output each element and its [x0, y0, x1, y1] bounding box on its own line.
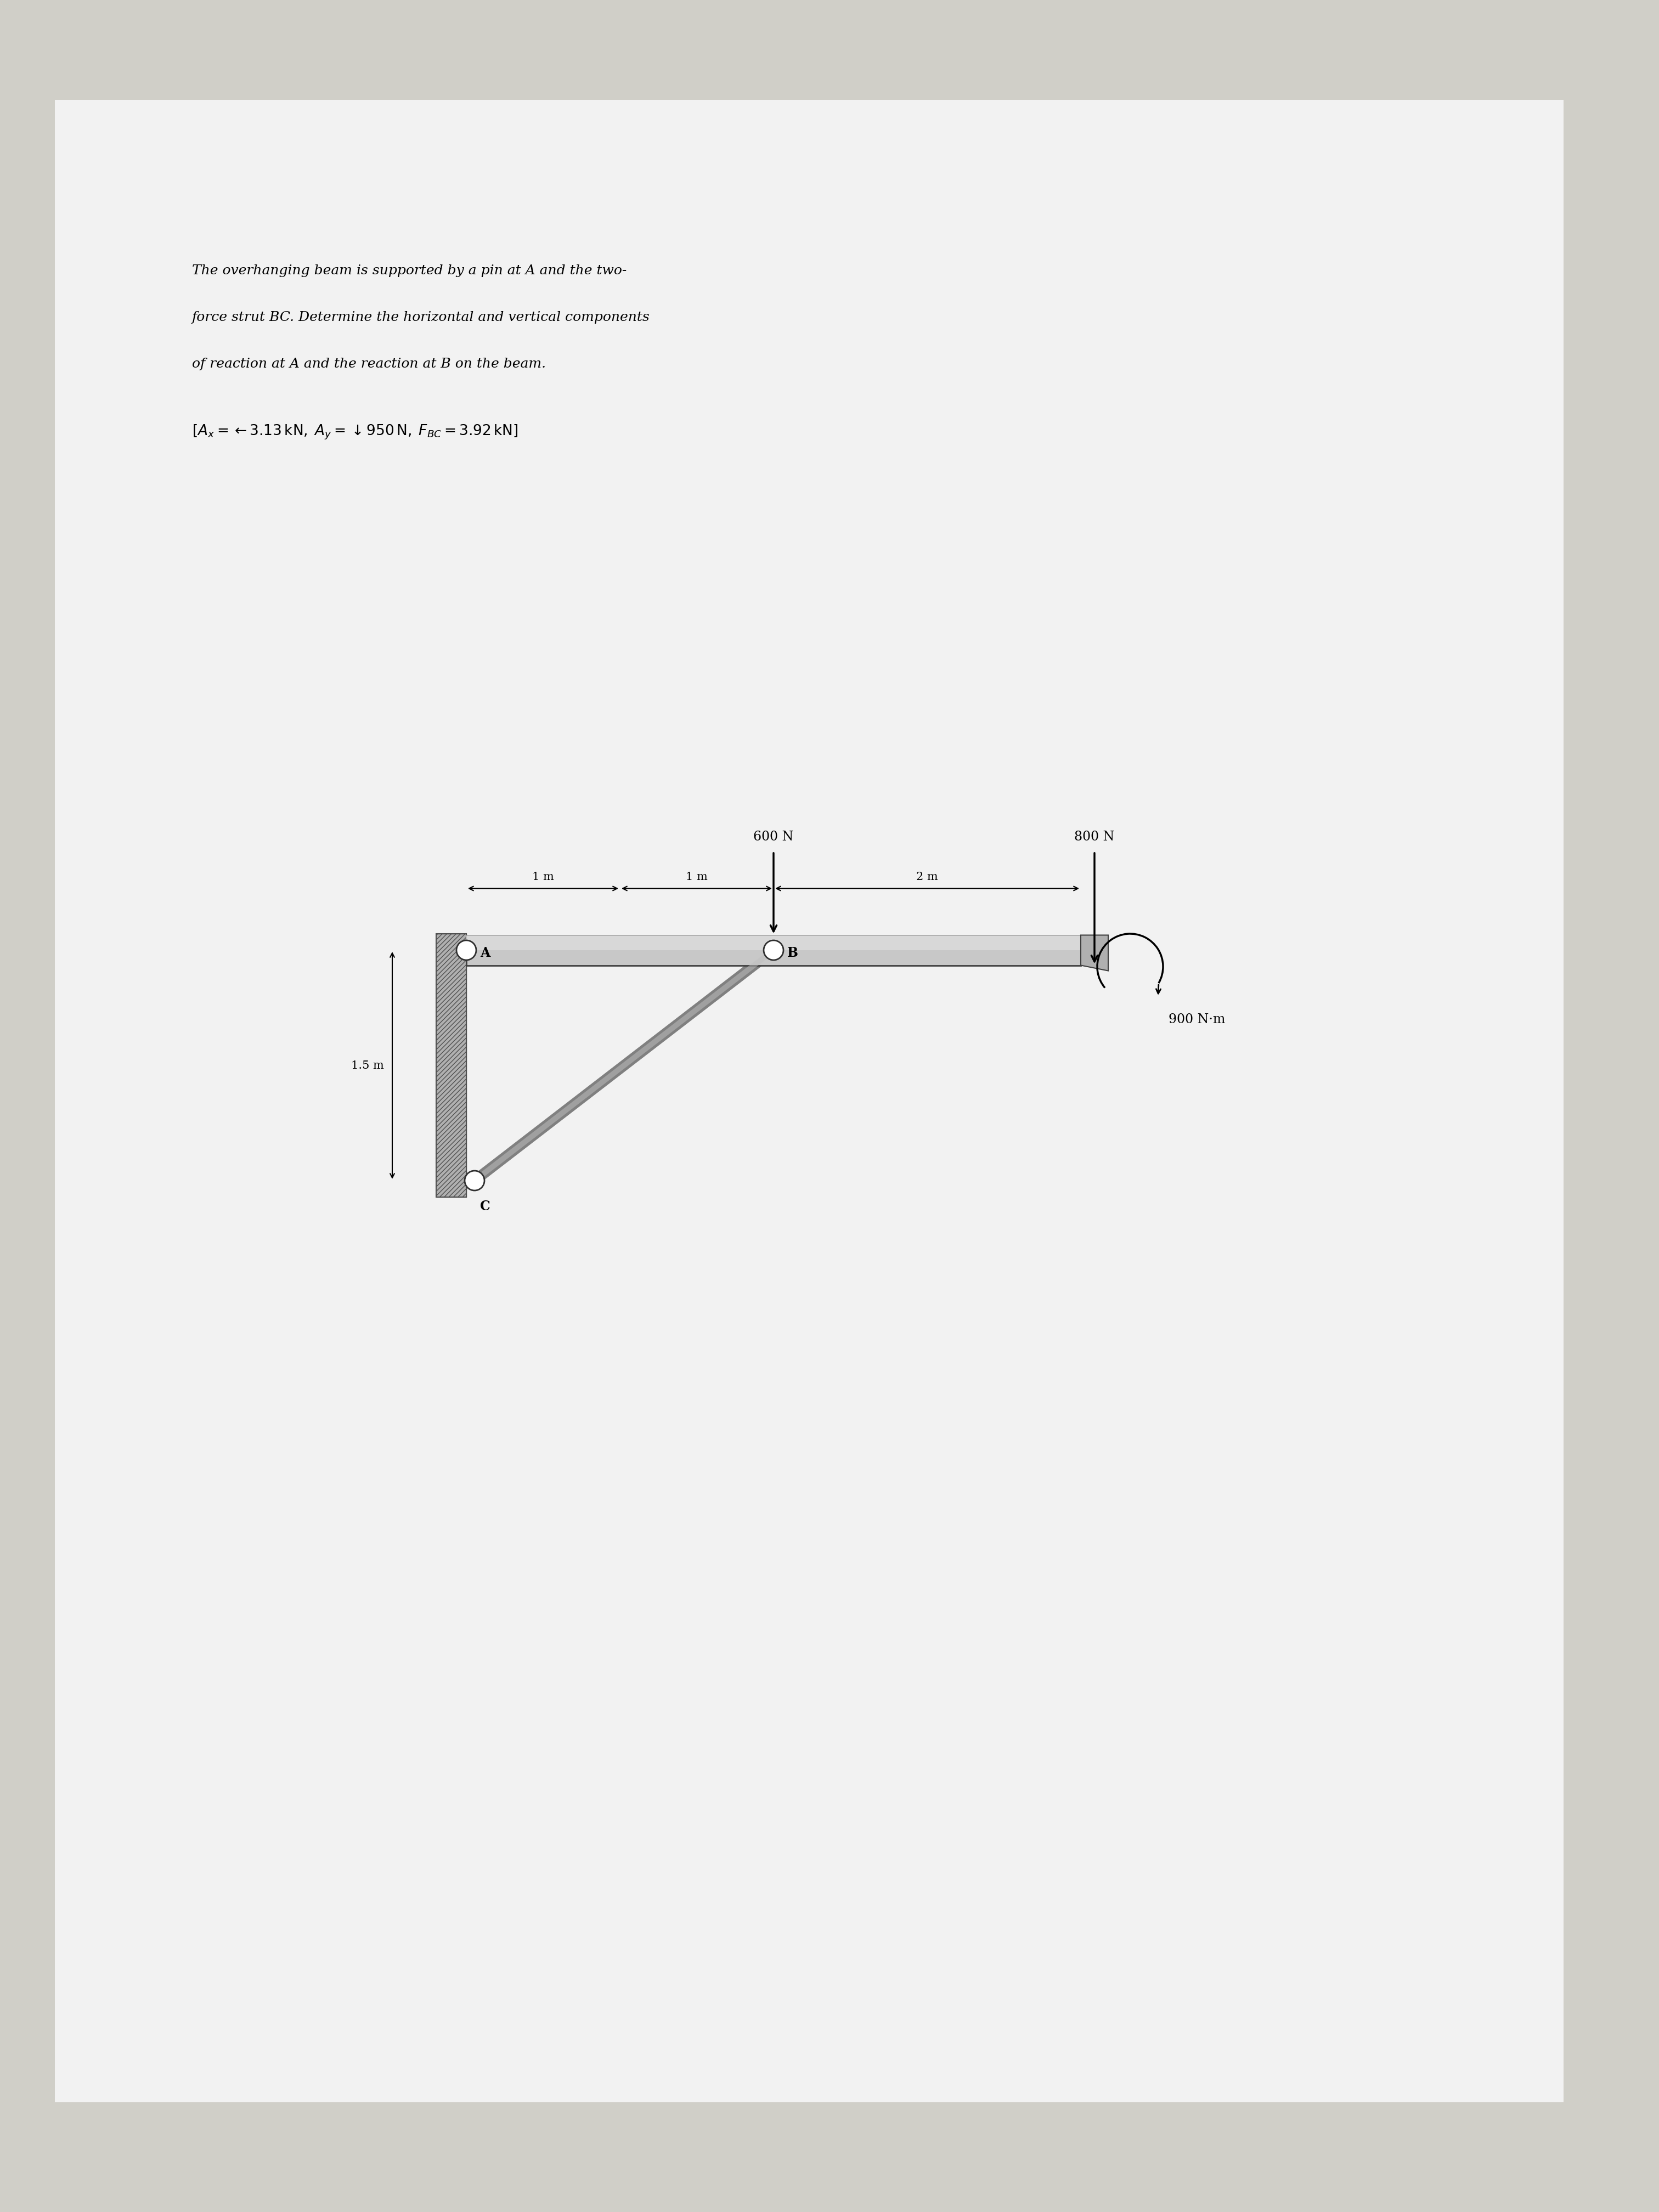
Text: $[A_x = \leftarrow 3.13\,\mathrm{kN},\;A_y = \downarrow 950\,\mathrm{N},\;F_{BC}: $[A_x = \leftarrow 3.13\,\mathrm{kN},\;A… — [192, 422, 518, 440]
Text: 600 N: 600 N — [753, 830, 793, 843]
Text: C: C — [479, 1199, 491, 1212]
Circle shape — [465, 1170, 484, 1190]
Text: 800 N: 800 N — [1075, 830, 1115, 843]
Text: The overhanging beam is supported by a pin at A and the two-: The overhanging beam is supported by a p… — [192, 265, 627, 276]
Polygon shape — [1080, 936, 1108, 971]
Circle shape — [456, 940, 476, 960]
Text: force strut BC. Determine the horizontal and vertical components: force strut BC. Determine the horizontal… — [192, 312, 650, 323]
Circle shape — [763, 940, 783, 960]
Text: 900 N·m: 900 N·m — [1168, 1013, 1226, 1026]
Text: of reaction at A and the reaction at B on the beam.: of reaction at A and the reaction at B o… — [192, 358, 546, 369]
Text: 1 m: 1 m — [533, 872, 554, 883]
Text: B: B — [788, 947, 798, 960]
FancyBboxPatch shape — [55, 100, 1563, 2101]
Text: A: A — [479, 947, 489, 960]
FancyBboxPatch shape — [466, 936, 1080, 951]
Text: 2 m: 2 m — [916, 872, 937, 883]
Text: 1 m: 1 m — [685, 872, 708, 883]
Bar — [436, 933, 466, 1197]
Bar — [436, 933, 466, 1197]
FancyBboxPatch shape — [466, 936, 1080, 964]
Text: 1.5 m: 1.5 m — [352, 1060, 383, 1071]
